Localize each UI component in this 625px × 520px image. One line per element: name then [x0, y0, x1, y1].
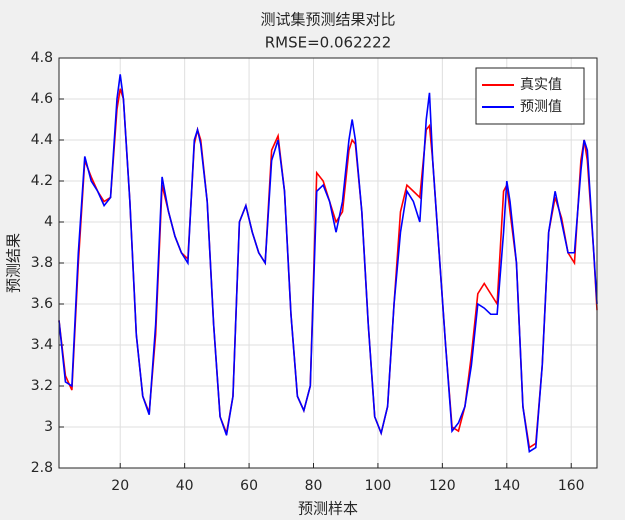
- legend-box: [475, 67, 585, 125]
- series-line: [58, 74, 598, 453]
- y-tick-label: 4.6: [31, 91, 53, 107]
- y-tick-label: 4.8: [31, 50, 53, 66]
- x-tick-label: 120: [429, 478, 456, 494]
- x-tick-label: 60: [240, 478, 258, 494]
- y-tick-label: 3.6: [31, 296, 53, 312]
- chart-title: 测试集预测结果对比: [260, 11, 395, 29]
- chart-subtitle: RMSE=0.062222: [265, 34, 392, 52]
- legend-label: 真实值: [520, 77, 562, 93]
- y-tick-label: 4: [44, 214, 53, 230]
- y-axis-label: 预测结果: [5, 233, 23, 293]
- x-tick-label: 20: [111, 478, 129, 494]
- x-tick-label: 80: [305, 478, 323, 494]
- y-tick-label: 4.4: [31, 132, 53, 148]
- y-tick-label: 3.2: [31, 378, 53, 394]
- x-tick-label: 100: [365, 478, 392, 494]
- y-tick-label: 3: [44, 419, 53, 435]
- x-tick-label: 140: [493, 478, 520, 494]
- x-tick-label: 40: [176, 478, 194, 494]
- x-axis-label: 预测样本: [298, 500, 358, 518]
- y-tick-label: 2.8: [31, 460, 53, 476]
- y-tick-label: 3.4: [31, 337, 53, 353]
- axes-box: [58, 57, 598, 469]
- y-tick-label: 4.2: [31, 173, 53, 189]
- x-tick-label: 160: [558, 478, 585, 494]
- legend-label: 预测值: [520, 99, 562, 115]
- y-tick-label: 3.8: [31, 255, 53, 271]
